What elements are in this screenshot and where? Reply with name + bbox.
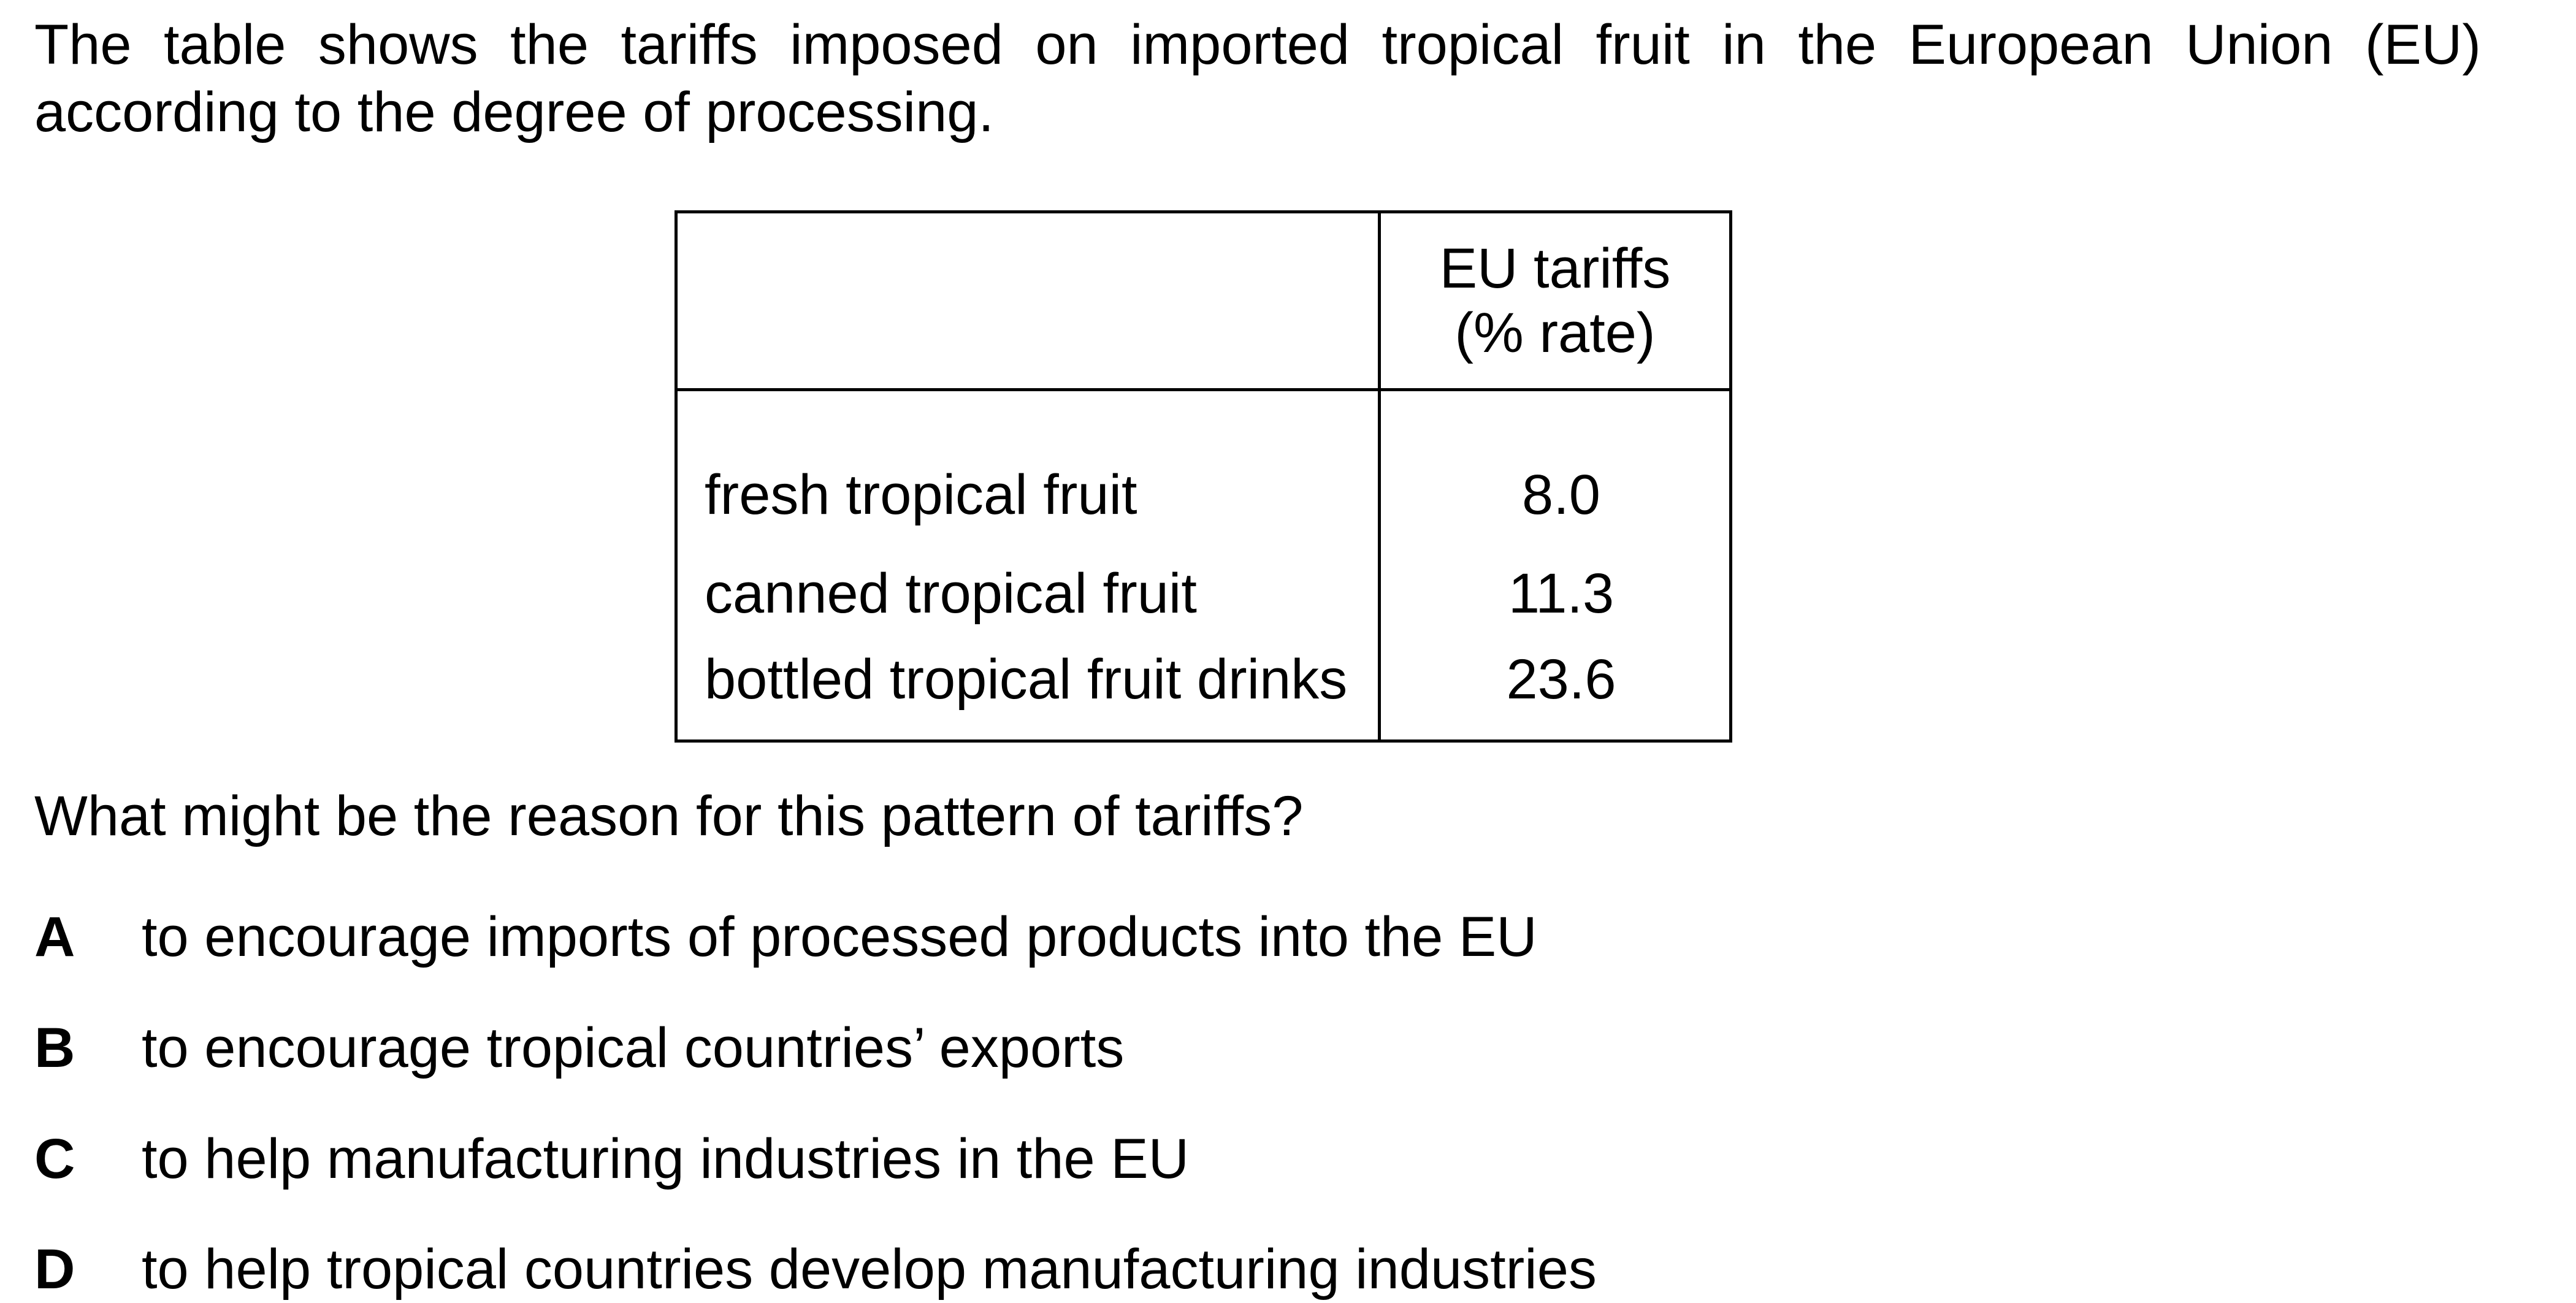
option-a-letter: A <box>34 906 75 968</box>
row-rate-fresh: 8.0 <box>1378 389 1732 540</box>
question-text: What might be the reason for this patter… <box>34 785 1304 847</box>
table-row: fresh tropical fruit 8.0 <box>675 389 1732 540</box>
table-row: canned tropical fruit 11.3 <box>675 540 1732 648</box>
header-rate-cell: EU tariffs (% rate) <box>1378 210 1732 391</box>
header-rate-line2: (% rate) <box>1454 301 1656 364</box>
row-item-fresh: fresh tropical fruit <box>675 389 1381 540</box>
row-rate-bottled: 23.6 <box>1378 648 1732 743</box>
option-b-text: to encourage tropical countries’ exports <box>142 1017 1125 1079</box>
table-header-row: EU tariffs (% rate) <box>675 210 1732 391</box>
tariffs-table: EU tariffs (% rate) fresh tropical fruit… <box>675 210 1732 743</box>
option-d-letter: D <box>34 1238 75 1301</box>
option-c-letter: C <box>34 1128 75 1190</box>
row-item-bottled: bottled tropical fruit drinks <box>675 648 1381 743</box>
option-a-text: to encourage imports of processed produc… <box>142 906 1537 968</box>
intro-text: The table shows the tariffs imposed on i… <box>34 13 2481 143</box>
header-rate-line1: EU tariffs <box>1439 237 1671 300</box>
option-b-letter: B <box>34 1017 75 1079</box>
row-item-canned: canned tropical fruit <box>675 540 1381 648</box>
option-c-text: to help manufacturing industries in the … <box>142 1128 1190 1190</box>
row-rate-canned: 11.3 <box>1378 540 1732 648</box>
table-row: bottled tropical fruit drinks 23.6 <box>675 648 1732 743</box>
header-item-cell <box>675 210 1381 391</box>
option-d-text: to help tropical countries develop manuf… <box>142 1238 1597 1301</box>
